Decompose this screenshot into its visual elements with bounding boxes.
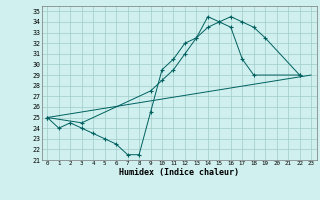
X-axis label: Humidex (Indice chaleur): Humidex (Indice chaleur): [119, 168, 239, 177]
